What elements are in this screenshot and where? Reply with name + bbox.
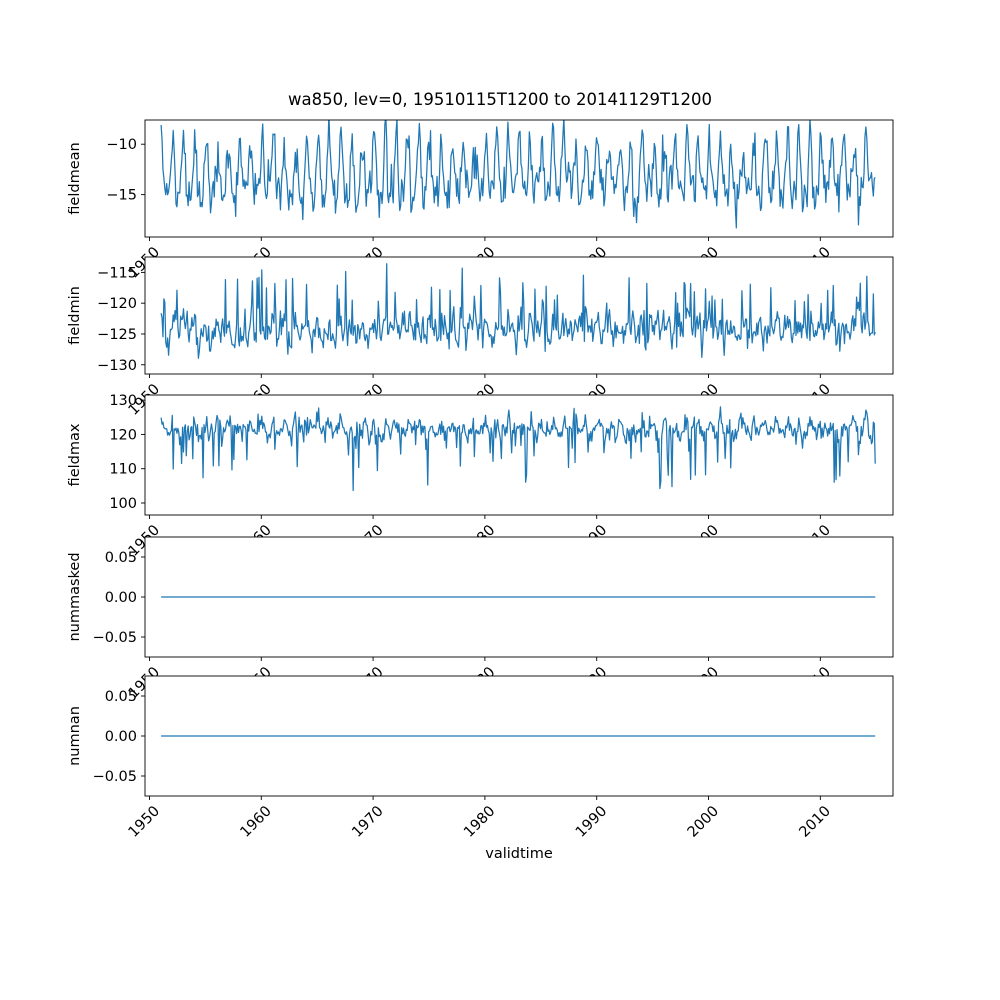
y-tick-label: −115 bbox=[97, 265, 137, 281]
panels-group: 1950196019701980199020002010−10−15fieldm… bbox=[67, 119, 894, 841]
y-tick-label: 0.05 bbox=[105, 689, 137, 705]
y-tick-label: −0.05 bbox=[93, 769, 137, 785]
y-tick-label: 130 bbox=[109, 393, 137, 409]
panel-frame bbox=[144, 119, 894, 238]
y-tick-label: 110 bbox=[109, 462, 137, 478]
panel-frame bbox=[144, 256, 894, 375]
y-tick-label: −130 bbox=[97, 358, 137, 374]
y-tick-label: −15 bbox=[106, 188, 137, 204]
y-tick-label: 100 bbox=[109, 496, 137, 512]
y-tick-label: 0.05 bbox=[105, 550, 137, 566]
y-tick-label: −0.05 bbox=[93, 630, 137, 646]
y-tick-label: 120 bbox=[109, 427, 137, 443]
figure-title: wa850, lev=0, 19510115T1200 to 20141129T… bbox=[288, 90, 712, 109]
panel-numnan: 1950 1960 1970 1980 1990 2000 20100.050.00−0.0… bbox=[67, 675, 894, 841]
y-axis-label-fieldmean: fieldmean bbox=[67, 142, 83, 214]
y-axis-label-nummasked: nummasked bbox=[67, 552, 83, 641]
series-line-fieldmean bbox=[160, 120, 876, 229]
panel-frame bbox=[144, 675, 894, 797]
y-tick-label: −10 bbox=[106, 137, 137, 153]
y-tick-label: −120 bbox=[97, 296, 137, 312]
y-tick-label: 0.00 bbox=[105, 729, 137, 745]
y-axis-label-numnan: numnan bbox=[67, 706, 83, 766]
panel-frame bbox=[144, 536, 894, 658]
y-tick-label: −125 bbox=[97, 327, 137, 343]
panel-frame bbox=[144, 394, 894, 516]
series-line-fieldmin bbox=[160, 263, 876, 359]
y-tick-label: 0.00 bbox=[105, 590, 137, 606]
panel-background bbox=[145, 257, 893, 374]
y-axis-label-fieldmax: fieldmax bbox=[67, 423, 83, 486]
x-axis-label: validtime bbox=[485, 846, 553, 862]
y-axis-label-fieldmin: fieldmin bbox=[67, 286, 83, 345]
series-line-fieldmax bbox=[160, 406, 876, 492]
panel-background bbox=[145, 395, 893, 515]
